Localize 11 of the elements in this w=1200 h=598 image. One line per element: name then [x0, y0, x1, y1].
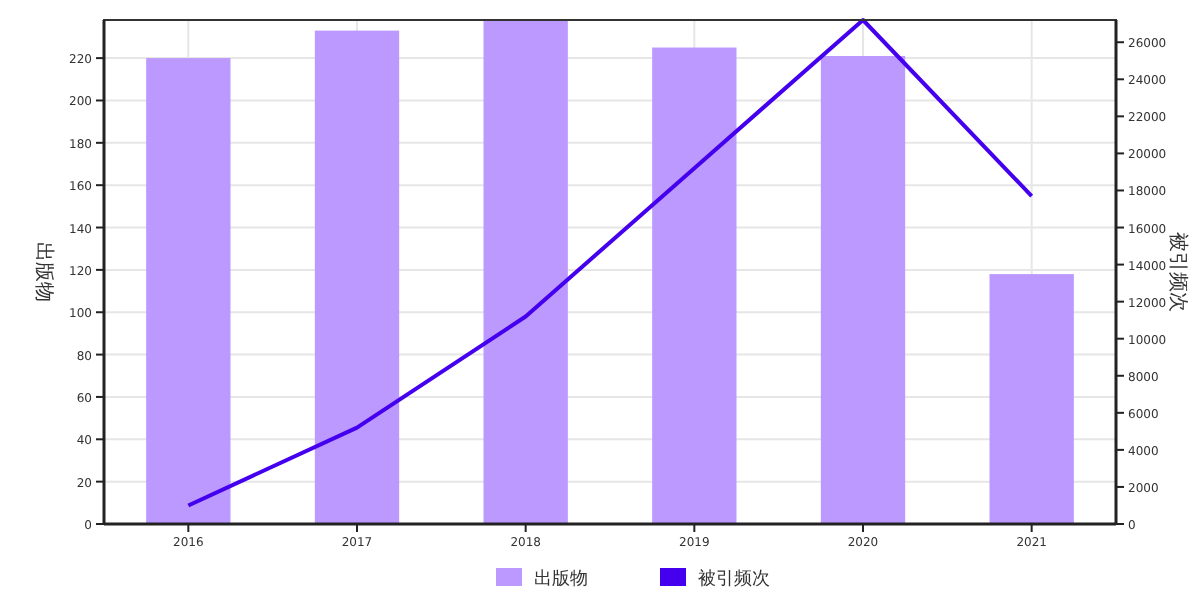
bar	[820, 56, 906, 524]
line-series	[186, 18, 1034, 508]
bar	[146, 58, 231, 524]
y2-axis-title: 被引频次	[1166, 232, 1190, 312]
bar	[483, 20, 568, 524]
bar	[314, 30, 400, 524]
legend-label: 被引频次	[698, 568, 770, 590]
bar	[989, 274, 1074, 524]
legend-label: 出版物	[534, 568, 588, 590]
y-axis-title: 出版物	[32, 242, 56, 302]
bar	[652, 47, 737, 524]
